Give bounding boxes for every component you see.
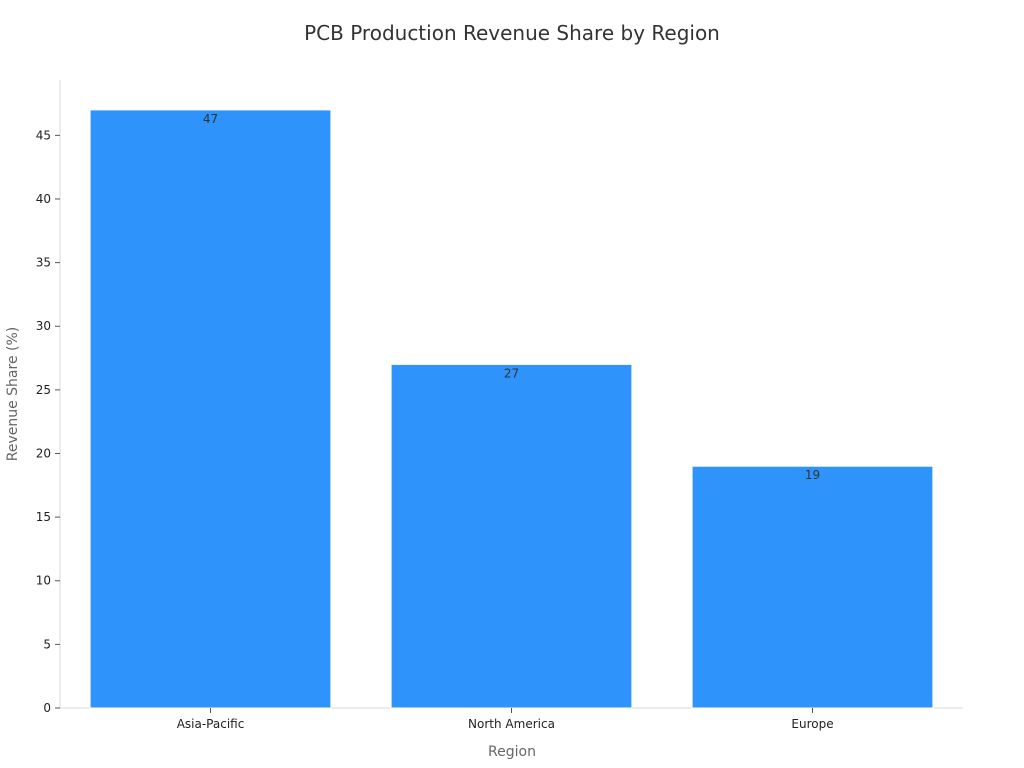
y-tick-label: 25 — [36, 383, 51, 397]
y-tick-label: 35 — [36, 256, 51, 270]
x-tick-label: Asia-Pacific — [177, 717, 245, 731]
y-tick-label: 15 — [36, 510, 51, 524]
y-tick-label: 40 — [36, 192, 51, 206]
y-tick-label: 10 — [36, 574, 51, 588]
data-label: 19 — [805, 468, 820, 482]
y-tick-label: 30 — [36, 319, 51, 333]
y-tick-label: 5 — [43, 637, 51, 651]
plot-area: 0 5 10 15 20 25 30 35 40 45 47 Asia-Pacific 27 North … — [36, 80, 963, 731]
x-tick-label: Europe — [791, 717, 833, 731]
y-tick-label: 0 — [43, 701, 51, 715]
bar — [691, 465, 934, 709]
data-label: 47 — [203, 112, 218, 126]
chart-title: PCB Production Revenue Share by Region — [304, 21, 720, 45]
y-tick-label: 45 — [36, 128, 51, 142]
bar — [390, 363, 633, 709]
y-axis-title: Revenue Share (%) — [5, 327, 21, 462]
x-tick-label: North America — [468, 717, 555, 731]
y-tick-label: 20 — [36, 446, 51, 460]
data-label: 27 — [504, 366, 519, 380]
bar — [89, 109, 332, 709]
x-axis-title: Region — [488, 744, 536, 760]
